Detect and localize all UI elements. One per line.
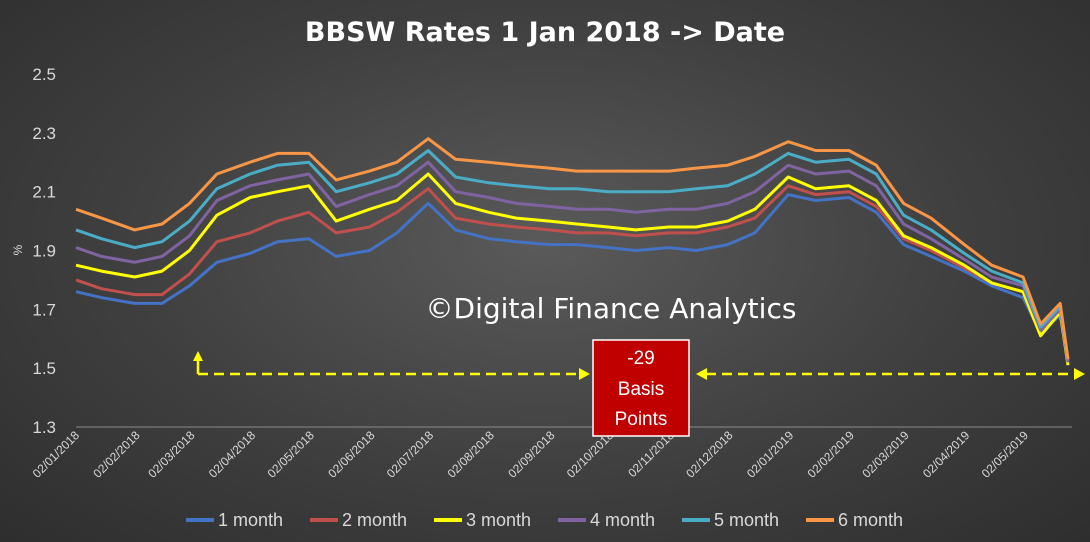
annotation-box (592, 339, 690, 437)
y-tick-label: 2.3 (32, 124, 56, 143)
annotation-line-2: Basis (618, 379, 664, 400)
watermark-text: ©Digital Finance Analytics (426, 292, 797, 325)
y-tick-label: 1.9 (32, 242, 56, 261)
y-axis-ticks: 2.5 2.3 2.1 1.9 1.7 1.5 1.3 (32, 65, 56, 437)
x-tick-label: 02/07/2018 (384, 428, 437, 481)
annotation-line-3: Points (615, 409, 668, 430)
series-line-2-month (75, 184, 1070, 363)
series-line-5-month (75, 149, 1070, 360)
y-axis-label: % (11, 244, 25, 255)
y-tick-label: 1.5 (32, 359, 56, 378)
series-line-6-month (75, 137, 1070, 360)
x-tick-label: 02/02/2019 (805, 428, 858, 481)
annotation-arrowhead-right-start (696, 368, 707, 380)
chart-title: BBSW Rates 1 Jan 2018 -> Date (305, 17, 785, 48)
y-tick-label: 1.7 (32, 300, 56, 319)
x-tick-label: 02/04/2019 (920, 428, 973, 481)
y-tick-label: 1.3 (32, 418, 56, 437)
series-line-3-month (75, 172, 1070, 366)
x-tick-label: 02/05/2018 (265, 428, 318, 481)
x-tick-label: 02/04/2018 (206, 428, 259, 481)
legend-label: 2 month (342, 510, 407, 530)
x-tick-label: 02/09/2018 (505, 428, 558, 481)
annotation-arrowhead-up (193, 351, 203, 361)
x-tick-label: 02/08/2018 (445, 428, 498, 481)
x-tick-label: 02/02/2018 (90, 428, 143, 481)
legend-label: 1 month (218, 510, 283, 530)
x-tick-label: 02/12/2018 (683, 428, 736, 481)
x-tick-label: 02/01/2019 (744, 428, 797, 481)
x-tick-label: 02/03/2018 (145, 428, 198, 481)
legend-label: 4 month (590, 510, 655, 530)
annotation-arrowhead-left-end (579, 368, 590, 380)
x-axis-ticks: 02/01/2018 02/02/2018 02/03/2018 02/04/2018… (30, 428, 1032, 481)
basis-points-annotation: -29 Basis Points (193, 339, 1085, 437)
annotation-line-1: -29 (627, 348, 654, 369)
annotation-arrowhead-right-end (1074, 368, 1085, 380)
series-line-4-month (75, 160, 1070, 363)
x-tick-label: 02/06/2018 (325, 428, 378, 481)
legend-label: 6 month (838, 510, 903, 530)
chart-legend: 1 month 2 month 3 month 4 month 5 month 6 mon… (186, 510, 903, 530)
x-tick-label: 02/03/2019 (859, 428, 912, 481)
y-tick-label: 2.1 (32, 183, 56, 202)
legend-label: 3 month (466, 510, 531, 530)
y-tick-label: 2.5 (32, 65, 56, 84)
series-lines (75, 137, 1070, 366)
x-tick-label: 02/05/2019 (979, 428, 1032, 481)
legend-label: 5 month (714, 510, 779, 530)
series-line-1-month (75, 193, 1070, 363)
